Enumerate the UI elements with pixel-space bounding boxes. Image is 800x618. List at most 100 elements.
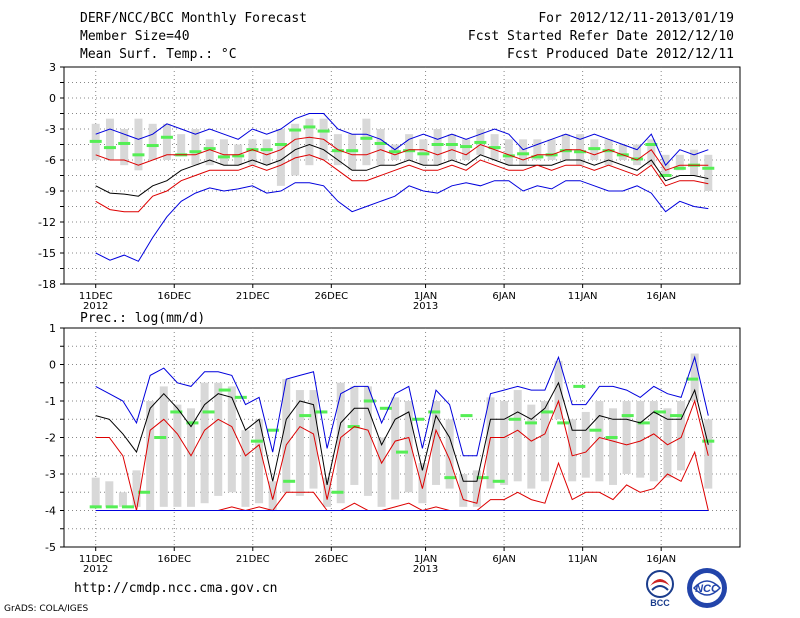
median-mark (89, 505, 102, 509)
median-mark (524, 421, 537, 425)
median-mark (531, 155, 544, 159)
ensemble-box (177, 134, 186, 155)
median-mark (637, 421, 650, 425)
median-mark (588, 147, 601, 151)
ensemble-box (348, 134, 357, 171)
median-mark (132, 153, 145, 157)
median-mark (138, 490, 151, 494)
ensemble-box (214, 382, 223, 496)
ensemble-box (255, 419, 264, 504)
x-tick-label: 1JAN (414, 291, 437, 302)
ensemble-box (459, 474, 468, 507)
ensemble-box (105, 481, 114, 507)
median-mark (659, 174, 672, 177)
y-tick-label: 0 (49, 359, 56, 372)
ensemble-box (200, 382, 209, 504)
x-tick-year-label: 2012 (83, 564, 108, 575)
median-mark (396, 450, 408, 454)
ensemble-box (159, 386, 168, 507)
ensemble-box (227, 386, 236, 493)
ensemble-box (120, 129, 129, 166)
ensemble-box (636, 401, 645, 478)
ensemble-box (282, 379, 291, 493)
ncc-logo: NCC (687, 568, 727, 608)
ensemble-box (376, 129, 385, 166)
ensemble-box (336, 382, 345, 504)
ensemble-box (504, 139, 513, 166)
median-mark (508, 417, 521, 421)
median-mark (645, 143, 658, 146)
series-line-upper (95, 136, 709, 171)
median-mark (379, 406, 392, 410)
median-mark (317, 129, 330, 133)
ensemble-box (276, 129, 285, 186)
x-tick-year-label: 2013 (413, 564, 438, 575)
median-mark (170, 410, 183, 414)
fcst-produced-date: Fcst Produced Date 2012/12/11 (507, 47, 734, 62)
median-mark (431, 143, 444, 146)
ensemble-box (472, 470, 481, 507)
ensemble-box (547, 139, 556, 160)
y-tick-label: -5 (45, 541, 56, 554)
median-mark (559, 149, 572, 153)
median-mark (146, 144, 159, 148)
x-tick-label: 11DEC (79, 291, 113, 302)
median-mark (105, 505, 118, 509)
median-mark (283, 479, 296, 483)
median-mark (299, 414, 312, 418)
median-mark (160, 135, 173, 139)
median-mark (186, 421, 199, 425)
ensemble-box (649, 401, 658, 482)
median-mark (444, 476, 457, 480)
y-tick-label: -3 (45, 468, 56, 481)
median-mark (474, 140, 487, 144)
y-tick-label: -6 (45, 154, 56, 167)
median-mark (274, 143, 287, 146)
ensemble-box (295, 390, 304, 496)
ensemble-box (418, 463, 427, 504)
median-mark (202, 410, 215, 414)
x-tick-label: 21DEC (236, 291, 270, 302)
median-mark (670, 414, 683, 418)
header-left: DERF/NCC/BCC Monthly Forecast Member Size… (80, 10, 307, 64)
median-mark (541, 410, 554, 414)
ensemble-box (105, 118, 114, 160)
ensemble-box (568, 419, 577, 482)
median-mark (574, 150, 587, 154)
ensemble-box (445, 419, 454, 489)
median-mark (412, 417, 425, 421)
median-mark (289, 128, 302, 132)
variable-label-temp: Mean Surf. Temp.: °C (80, 47, 237, 62)
median-mark (602, 149, 615, 153)
ensemble-box (647, 139, 656, 166)
median-mark (331, 490, 344, 494)
ensemble-box (186, 408, 195, 507)
ensemble-box (118, 492, 127, 507)
median-mark (103, 146, 116, 150)
source-url[interactable]: http://cmdp.ncc.cma.gov.cn (74, 581, 278, 596)
ensemble-box (146, 401, 155, 511)
median-mark (702, 439, 715, 443)
median-mark (331, 149, 344, 153)
ensemble-box (561, 134, 570, 160)
x-tick-label: 16DEC (157, 291, 191, 302)
ensemble-box (391, 397, 400, 500)
median-mark (154, 436, 167, 439)
ensemble-box (447, 134, 456, 160)
ensemble-box (622, 401, 631, 474)
x-tick-label: 26DEC (314, 291, 348, 302)
x-tick-label: 6JAN (492, 554, 515, 565)
ensemble-box (690, 353, 699, 401)
median-mark (573, 384, 586, 388)
median-mark (203, 147, 216, 151)
median-mark (121, 505, 134, 509)
ensemble-box (404, 401, 413, 493)
median-mark (428, 410, 441, 414)
series-line-min (95, 180, 709, 262)
median-mark (189, 150, 202, 154)
x-tick-label: 16DEC (157, 554, 191, 565)
median-mark (417, 152, 430, 156)
